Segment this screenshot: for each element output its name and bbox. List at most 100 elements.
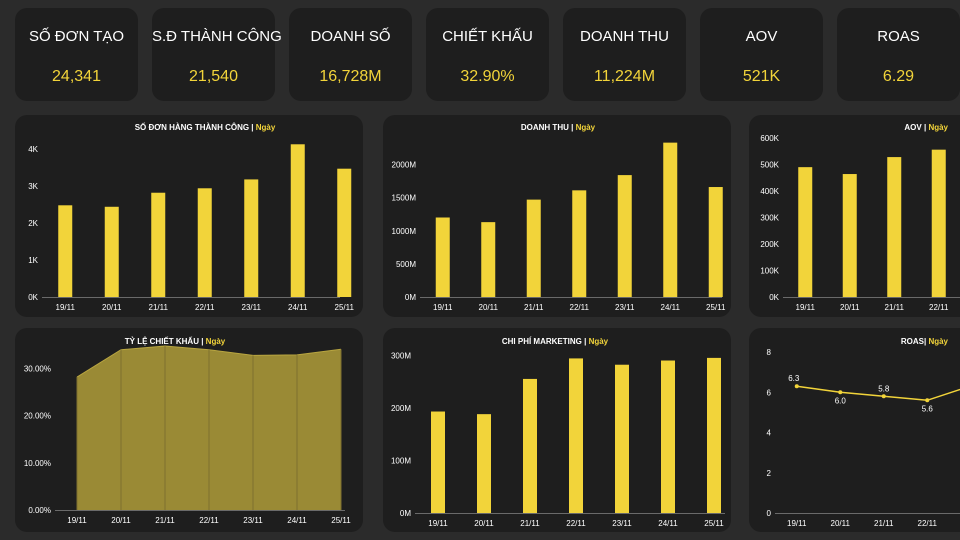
y-tick-label: 0M <box>405 293 416 302</box>
kpi-card-orders-created: SỐ ĐƠN TẠO 24,341 <box>15 8 138 101</box>
x-tick-label: 23/11 <box>243 516 263 525</box>
bar <box>887 157 902 297</box>
bar <box>708 187 723 297</box>
y-tick-label: 2 <box>767 469 772 478</box>
kpi-label: DOANH THU <box>580 28 669 45</box>
y-tick-label: 20.00% <box>24 412 51 421</box>
aov-chart: AOV | Ngày 0K 100K 200K 300K 400K 500K 600K 19/1… <box>760 123 960 312</box>
kpi-card-sales: DOANH SỐ 16,728M <box>289 8 412 101</box>
x-tick-label: 21/11 <box>149 303 169 312</box>
discount-rate-chart: TỶ LỆ CHIẾT KHẤU | Ngày 0.00% 10.00% 20.00%… <box>24 336 351 525</box>
x-tick-label: 21/11 <box>885 303 905 312</box>
chart-title: DOANH THU | Ngày <box>521 123 596 132</box>
chart-panel-successful-orders: SỐ ĐƠN HÀNG THÀNH CÔNG | Ngày 0K 1K 2K 3K 4K 1… <box>15 115 363 317</box>
bar <box>842 174 857 297</box>
x-tick-label: 21/11 <box>520 519 540 528</box>
bar <box>431 411 445 513</box>
bar <box>337 168 352 297</box>
x-tick-label: 20/11 <box>479 303 499 312</box>
kpi-label: AOV <box>745 28 778 45</box>
kpi-value: 6.29 <box>882 68 915 85</box>
bar <box>104 206 119 297</box>
chart-title: AOV | Ngày <box>904 123 948 132</box>
bar <box>58 205 73 297</box>
chart-title: CHI PHÍ MARKETING | Ngày <box>502 337 609 346</box>
chart-panel-aov: AOV | Ngày 0K 100K 200K 300K 400K 500K 600K 19/1… <box>749 115 960 317</box>
marketing-cost-chart: CHI PHÍ MARKETING | Ngày 0M 100M 200M 300M 19… <box>391 337 725 528</box>
kpi-label: CHIẾT KHẤU <box>442 28 533 45</box>
x-tick-label: 21/11 <box>874 519 894 528</box>
x-tick-label: 19/11 <box>56 303 76 312</box>
data-label: 6.3 <box>788 374 800 383</box>
x-tick-label: 20/11 <box>831 519 851 528</box>
x-tick-label: 20/11 <box>102 303 122 312</box>
chart-title-text: CHI PHÍ MARKETING | <box>502 337 589 346</box>
kpi-value: 11,224M <box>593 68 656 85</box>
chart-panel-discount-rate: TỶ LỆ CHIẾT KHẤU | Ngày 0.00% 10.00% 20.00%… <box>15 328 363 532</box>
x-tick-label: 23/11 <box>242 303 262 312</box>
y-tick-label: 8 <box>767 348 772 357</box>
successful-orders-chart: SỐ ĐƠN HÀNG THÀNH CÔNG | Ngày 0K 1K 2K 3K 4K 1… <box>28 122 354 312</box>
bar <box>661 360 675 513</box>
bar <box>197 188 212 297</box>
bar <box>151 192 166 297</box>
bar <box>435 217 450 297</box>
kpi-label: SỐ ĐƠN TẠO <box>28 28 125 45</box>
kpi-label: S.Đ THÀNH CÔNG <box>152 28 282 45</box>
x-tick-label: 24/11 <box>658 519 678 528</box>
y-tick-label: 0K <box>28 293 38 302</box>
line-point <box>794 384 799 389</box>
chart-granularity: Ngày <box>206 337 226 346</box>
y-tick-label: 4K <box>28 145 38 154</box>
bar <box>477 414 491 513</box>
bar <box>481 222 496 297</box>
y-tick-label: 400K <box>760 187 779 196</box>
x-tick-label: 21/11 <box>155 516 175 525</box>
y-tick-label: 500M <box>396 260 416 269</box>
y-tick-label: 0K <box>769 293 779 302</box>
bar <box>615 364 629 513</box>
kpi-value: 32.90% <box>460 68 515 85</box>
x-tick-label: 19/11 <box>796 303 816 312</box>
chart-granularity: Ngày <box>576 123 596 132</box>
x-tick-label: 19/11 <box>67 516 87 525</box>
y-tick-label: 0.00% <box>28 506 51 515</box>
roas-chart: ROAS| Ngày 0 2 4 6 8 6.3 6.0 5.8 5.6 19/11 20/11 21/… <box>767 337 960 528</box>
y-tick-label: 10.00% <box>24 459 51 468</box>
y-tick-label: 3K <box>28 182 38 191</box>
bar <box>931 149 946 297</box>
kpi-value: 521K <box>742 68 781 85</box>
bar <box>798 167 813 297</box>
kpi-label: ROAS <box>877 28 920 45</box>
chart-title: ROAS| Ngày <box>901 337 949 346</box>
kpi-card-orders-success: S.Đ THÀNH CÔNG 21,540 <box>152 8 282 101</box>
y-tick-label: 600K <box>760 134 779 143</box>
bar <box>526 199 541 297</box>
chart-title: TỶ LỆ CHIẾT KHẤU | Ngày <box>125 336 226 346</box>
y-tick-label: 2000M <box>392 161 417 170</box>
bar <box>569 358 583 513</box>
kpi-value: 24,341 <box>52 68 101 85</box>
bar <box>572 190 587 297</box>
x-tick-label: 25/11 <box>706 303 726 312</box>
y-tick-label: 0M <box>400 509 411 518</box>
chart-title-text: SỐ ĐƠN HÀNG THÀNH CÔNG | <box>135 122 256 132</box>
x-tick-label: 22/11 <box>918 519 938 528</box>
x-tick-label: 22/11 <box>566 519 586 528</box>
y-tick-label: 500K <box>760 161 779 170</box>
y-tick-label: 30.00% <box>24 365 51 374</box>
data-label: 6.0 <box>835 396 847 405</box>
chart-granularity: Ngày <box>928 123 948 132</box>
chart-title: SỐ ĐƠN HÀNG THÀNH CÔNG | Ngày <box>135 122 276 132</box>
x-tick-label: 22/11 <box>929 303 949 312</box>
kpi-value: 16,728M <box>319 68 382 85</box>
y-tick-label: 100M <box>391 456 411 465</box>
chart-panel-revenue: DOANH THU | Ngày 0M 500M 1000M 1500M 2000M 19/… <box>383 115 731 317</box>
x-tick-label: 20/11 <box>840 303 860 312</box>
line-point <box>925 398 930 403</box>
x-tick-label: 22/11 <box>570 303 590 312</box>
x-tick-label: 25/11 <box>331 516 351 525</box>
x-tick-label: 20/11 <box>474 519 494 528</box>
y-tick-label: 200M <box>391 404 411 413</box>
x-tick-label: 19/11 <box>787 519 807 528</box>
